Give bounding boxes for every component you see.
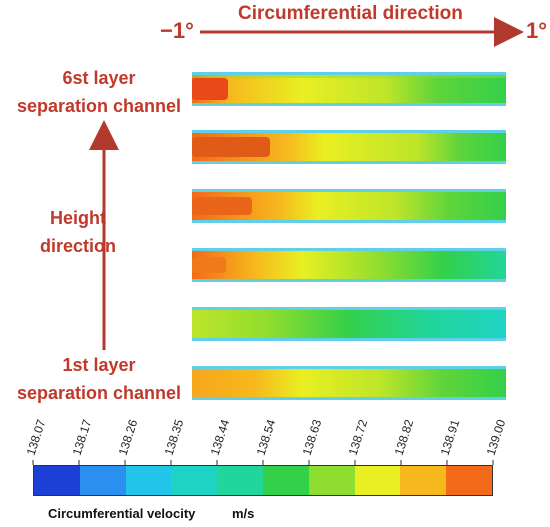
channel-layer-5 [192, 130, 506, 164]
colorbar-segment [79, 466, 126, 495]
colorbar-segment [125, 466, 172, 495]
channel-layer-2 [192, 307, 506, 341]
top-layer-line1: 6st layer [62, 68, 136, 88]
bottom-layer-line2: separation channel [16, 383, 182, 403]
bottom-layer-line1: 1st layer [62, 355, 136, 375]
colorbar-segment [171, 466, 218, 495]
colorbar-segment [308, 466, 355, 495]
colorbar [33, 465, 493, 496]
circumferential-direction-title: Circumferential direction [238, 3, 463, 24]
height-line1: Height [50, 208, 106, 228]
colorbar-unit: m/s [232, 506, 255, 521]
top-layer-label: 6st layer separation channel [8, 64, 190, 120]
colorbar-segment [400, 466, 447, 495]
end-angle-label: 1° [526, 18, 548, 43]
channel-layer-1 [192, 366, 506, 400]
colorbar-segment [354, 466, 401, 495]
start-angle-label: −1° [160, 18, 194, 43]
height-line2: direction [39, 236, 116, 256]
channel-layer-4 [192, 189, 506, 223]
colorbar-segment [34, 466, 80, 495]
top-layer-line2: separation channel [16, 96, 182, 116]
channel-layer-6 [192, 72, 506, 106]
height-direction-label: Height direction [18, 204, 138, 260]
colorbar-segment [262, 466, 309, 495]
colorbar-segment [217, 466, 263, 495]
colorbar-segment [446, 466, 492, 495]
bottom-layer-label: 1st layer separation channel [8, 351, 190, 407]
colorbar-title: Circumferential velocity [48, 506, 196, 521]
channel-layer-3 [192, 248, 506, 282]
